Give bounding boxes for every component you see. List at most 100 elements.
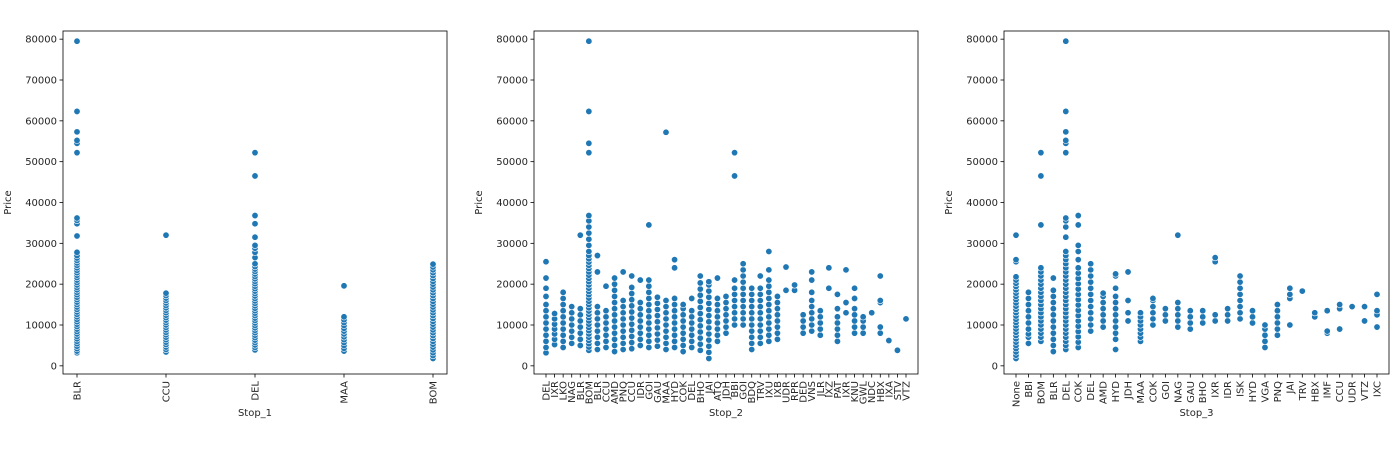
x-tick-label: BLR: [593, 381, 604, 400]
x-tick-label: JDH: [722, 381, 733, 400]
scatter-point: [1112, 292, 1120, 300]
scatter-point: [662, 321, 670, 329]
x-tick-label: MAA: [1136, 381, 1147, 404]
scatter-point: [1136, 309, 1144, 317]
scatter-point: [833, 290, 841, 298]
scatter-point: [748, 345, 756, 353]
scatter-point: [1249, 313, 1257, 321]
scatter-point: [585, 37, 593, 45]
scatter-point: [1112, 311, 1120, 319]
scatter-point: [773, 317, 781, 325]
scatter-point: [1024, 319, 1032, 327]
scatter-point: [808, 321, 816, 329]
scatter-point: [1112, 335, 1120, 343]
y-tick-label: 10000: [496, 321, 528, 332]
x-tick-label: VNS: [807, 381, 818, 402]
y-tick-label: 30000: [966, 239, 998, 250]
scatter-point: [1373, 307, 1381, 315]
scatter-point: [542, 313, 550, 321]
scatter-point: [1286, 290, 1294, 298]
scatter-point: [739, 284, 747, 292]
scatter-point: [628, 332, 636, 340]
scatter-point: [868, 309, 876, 317]
scatter-point: [1074, 256, 1082, 264]
scatter-point: [611, 341, 619, 349]
x-tick-label: DEL: [251, 381, 262, 401]
scatter-point: [808, 315, 816, 323]
scatter-point: [602, 325, 610, 333]
scatter-point: [1124, 317, 1132, 325]
scatter-point: [251, 212, 259, 220]
scatter-point: [576, 341, 584, 349]
scatter-point: [653, 330, 661, 338]
scatter-point: [713, 307, 721, 315]
scatter-point: [722, 292, 730, 300]
scatter-point: [1062, 233, 1070, 241]
scatter-point: [251, 172, 259, 180]
scatter-point: [628, 320, 636, 328]
scatter-point: [893, 346, 901, 354]
scatter-point: [739, 290, 747, 298]
scatter-point: [671, 319, 679, 327]
scatter-point: [1012, 256, 1020, 264]
scatter-point: [671, 325, 679, 333]
scatter-point: [628, 296, 636, 304]
x-tick-label: BDQ: [747, 381, 758, 404]
scatter-point: [739, 266, 747, 274]
scatter-point: [756, 296, 764, 304]
scatter-point: [585, 223, 593, 231]
scatter-point: [765, 337, 773, 345]
scatter-point: [162, 289, 170, 297]
scatter-point: [808, 288, 816, 296]
scatter-point: [73, 248, 81, 256]
x-tick-label: UDR: [782, 381, 793, 403]
scatter-point: [251, 241, 259, 249]
scatter-point: [593, 309, 601, 317]
scatter-point: [593, 321, 601, 329]
scatter-point: [731, 276, 739, 284]
scatter-point: [1348, 303, 1356, 311]
scatter-point: [816, 307, 824, 315]
scatter-point: [1062, 223, 1070, 231]
scatter-point: [1049, 305, 1057, 313]
scatter-point: [739, 260, 747, 268]
scatter-point: [722, 311, 730, 319]
scatter-point: [1074, 212, 1082, 220]
scatter-point: [791, 281, 799, 289]
x-tick-label: BLR: [1049, 381, 1060, 400]
x-tick-label: HYD: [670, 381, 681, 403]
x-tick-label: COK: [679, 381, 690, 403]
scatter-point: [1149, 321, 1157, 329]
x-tick-label: PAT: [833, 380, 844, 398]
scatter-point: [722, 299, 730, 307]
scatter-point: [1112, 305, 1120, 313]
x-axis-label: Stop_3: [1179, 408, 1213, 419]
scatter-point: [1099, 317, 1107, 325]
scatter-point: [1112, 270, 1120, 278]
scatter-point: [628, 345, 636, 353]
scatter-point: [739, 321, 747, 329]
scatter-point: [619, 315, 627, 323]
x-tick-label: IXC: [1373, 381, 1384, 397]
scatter-point: [662, 315, 670, 323]
y-tick-label: 50000: [25, 157, 57, 168]
scatter-point: [842, 309, 850, 317]
scatter-point: [748, 339, 756, 347]
scatter-point: [816, 325, 824, 333]
y-tick-label: 60000: [25, 116, 57, 127]
scatter-point: [628, 339, 636, 347]
scatter-point: [1174, 323, 1182, 331]
scatter-point: [713, 274, 721, 282]
scatter-point: [576, 317, 584, 325]
y-tick-label: 30000: [25, 239, 57, 250]
x-tick-label: ATQ: [713, 381, 724, 401]
scatter-point: [713, 319, 721, 327]
scatter-point: [1186, 307, 1194, 315]
scatter-point: [705, 348, 713, 356]
scatter-point: [593, 268, 601, 276]
scatter-point: [662, 296, 670, 304]
x-tick-label: GAU: [1186, 381, 1197, 403]
scatter-point: [585, 139, 593, 147]
scatter-point: [1236, 272, 1244, 280]
scatter-point: [731, 284, 739, 292]
